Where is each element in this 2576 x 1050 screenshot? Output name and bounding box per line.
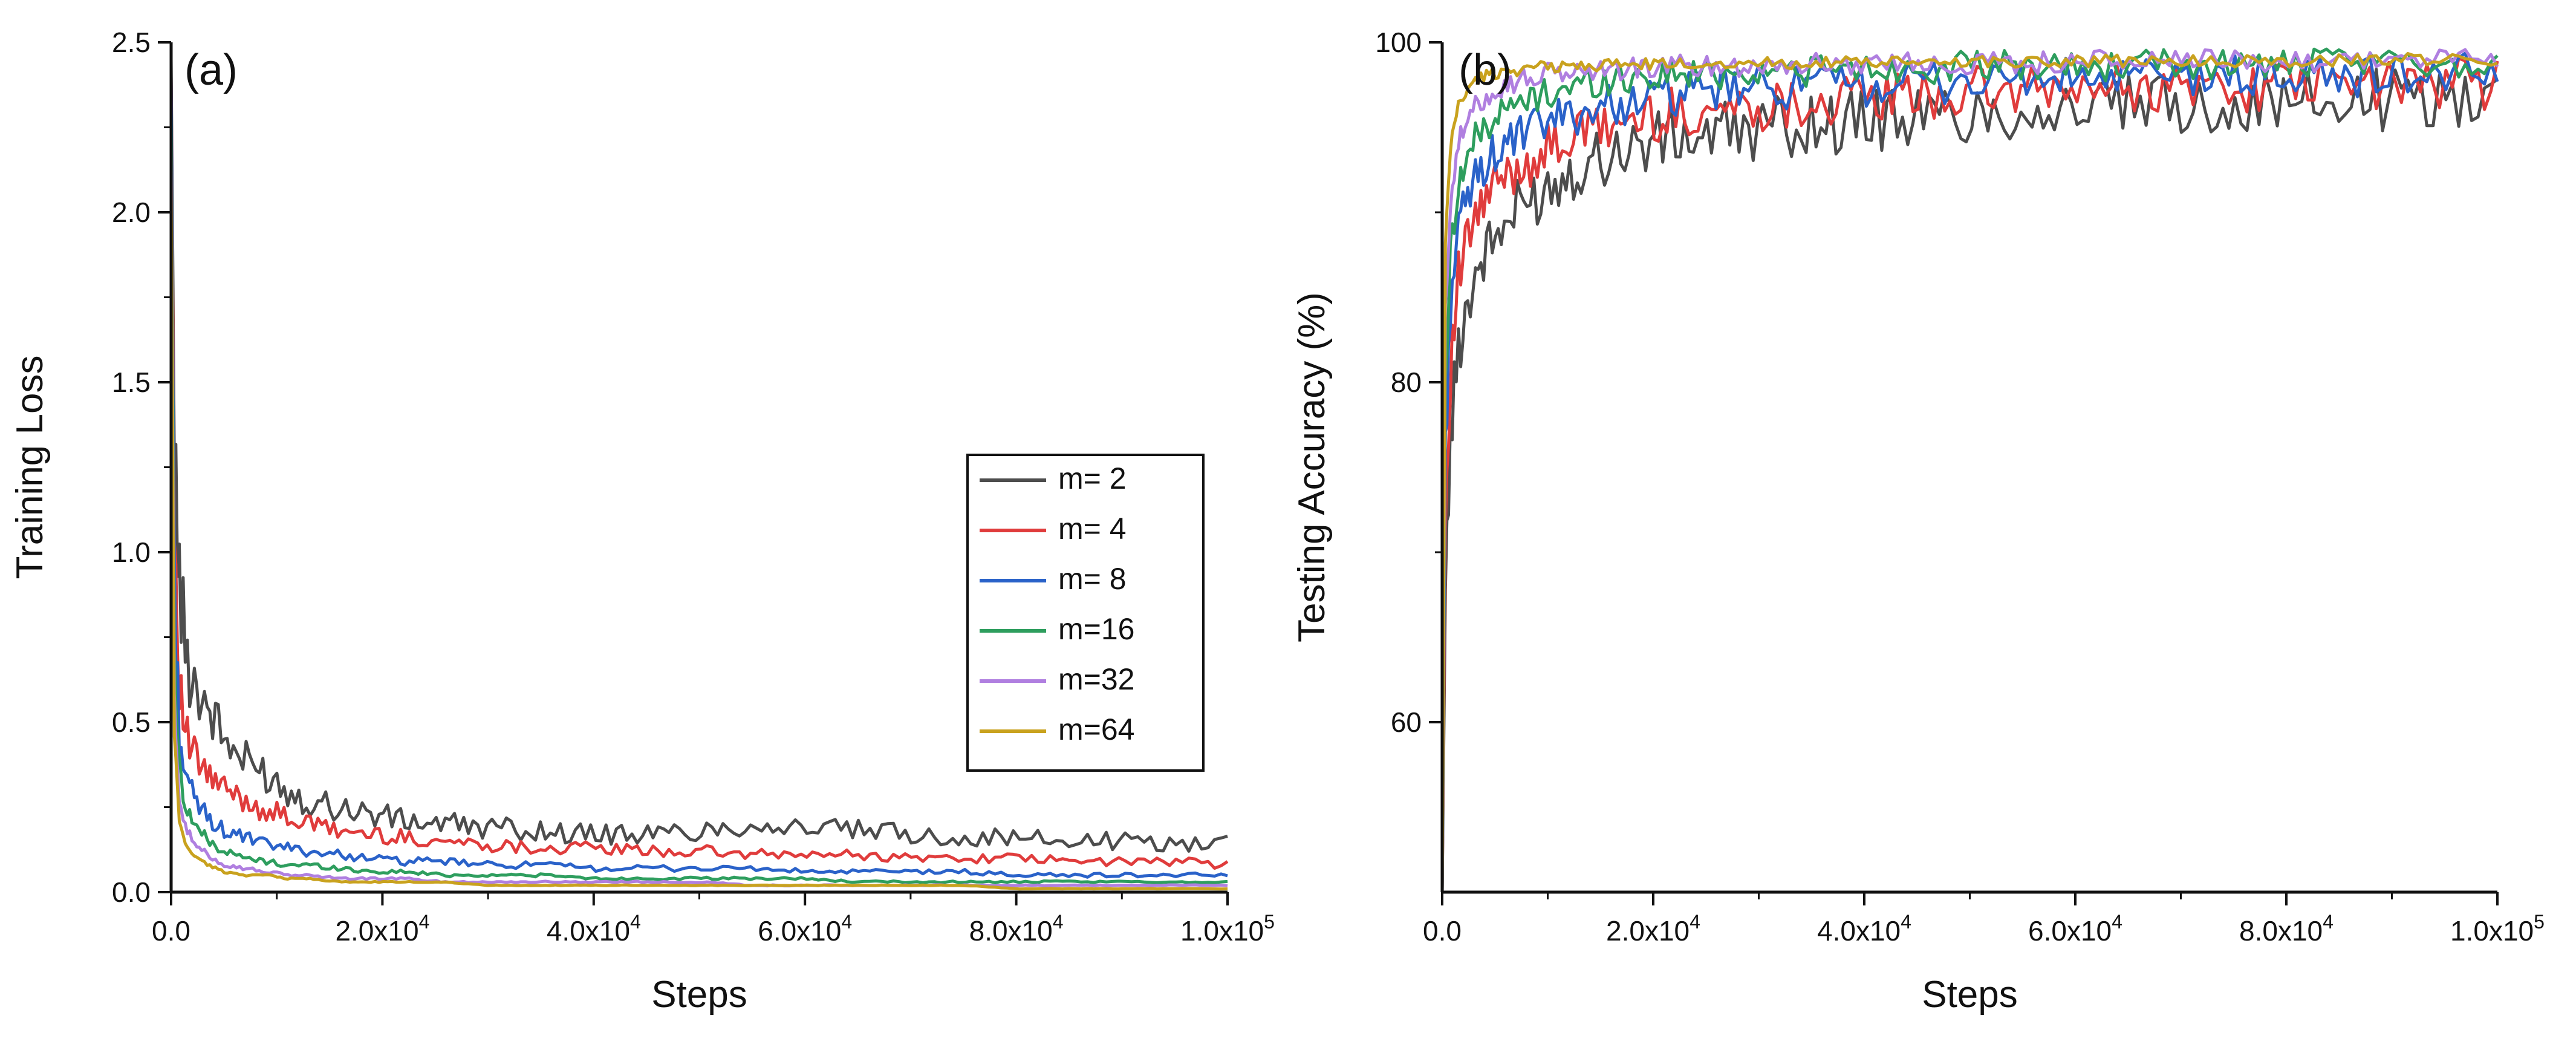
series-line-m2 [169,59,1228,853]
legend: m= 2 m= 4 m= 8 m=16 m=32 m=64 [966,454,1205,772]
series-line-m2 [1440,68,2499,893]
series-line-m16 [1440,47,2499,893]
legend-box [966,454,1205,772]
y-tick-label: 1.5 [112,367,151,398]
x-tick-label: 0.0 [152,915,190,947]
series-line-m32 [1440,48,2499,893]
legend-label: m=64 [1058,712,1134,746]
x-tick-label: 4.0x104 [547,911,641,947]
y-tick-label: 2.0 [112,197,151,228]
y-axis-title: Testing Accuracy (%) [1291,292,1333,642]
legend-label: m= 2 [1058,461,1127,495]
series-line-m4 [1440,57,2499,893]
series-line-m4 [169,76,1229,870]
x-tick-label: 2.0x104 [335,911,429,947]
series-line-m8 [1440,51,2499,893]
x-tick-label: 8.0x104 [969,911,1064,947]
y-tick-label: 1.0 [112,536,151,568]
x-tick-label: 4.0x104 [1817,911,1911,947]
chart-panel-a: 0.0 2.0x104 4.0x104 6.0x104 8.0x104 1.0x105 0.… [9,27,1275,1016]
y-tick-label: 0.0 [112,876,151,908]
series-line-m64 [169,178,1228,891]
x-tick-label: 6.0x104 [2028,911,2122,947]
x-tick-label: 1.0x105 [2450,911,2545,947]
x-tick-label: 6.0x104 [758,911,852,947]
x-tick-label: 0.0 [1423,915,1462,947]
y-tick-label: 2.5 [112,27,151,58]
legend-label: m= 8 [1058,562,1127,596]
x-axis-title: Steps [651,974,747,1016]
y-tick-label: 100 [1375,27,1422,58]
y-tick-label: 80 [1391,367,1422,398]
panel-label: (a) [184,46,238,94]
y-tick-label: 60 [1391,706,1422,738]
x-tick-label: 1.0x105 [1180,911,1275,947]
x-axis-title: Steps [1922,974,2018,1016]
y-axis-title: Training Loss [9,356,51,579]
series-line-m64 [1440,52,2498,893]
legend-label: m=16 [1058,612,1134,646]
y-tick-label: 0.5 [112,706,151,738]
x-tick-label: 2.0x104 [1606,911,1700,947]
x-tick-label: 8.0x104 [2239,911,2334,947]
panel-label: (b) [1459,46,1512,94]
legend-label: m=32 [1058,662,1134,696]
series-line-m8 [169,76,1228,879]
series-line-m16 [169,110,1228,885]
series-line-m32 [169,144,1228,888]
chart-panel-b: 0.0 2.0x104 4.0x104 6.0x104 8.0x104 1.0x105 60… [1291,27,2545,1016]
legend-label: m= 4 [1058,512,1127,546]
